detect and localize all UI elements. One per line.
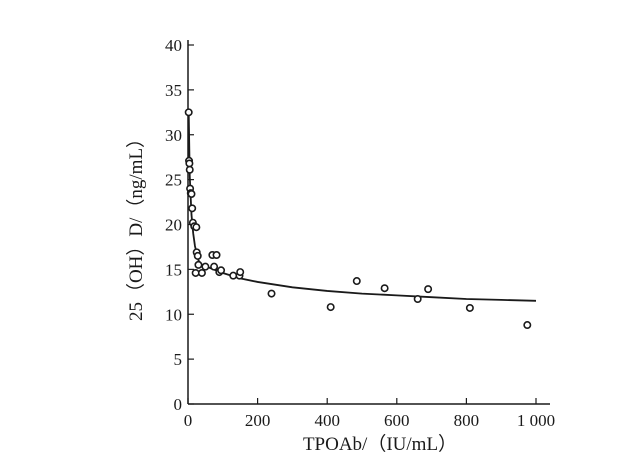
data-point (413, 294, 422, 303)
data-point (380, 284, 389, 293)
y-tick-label: 15 (165, 260, 182, 279)
y-tick-label: 30 (165, 126, 182, 145)
data-point (187, 189, 196, 198)
x-tick-label: 0 (184, 411, 193, 430)
data-point (217, 266, 226, 275)
data-point (188, 204, 197, 213)
axes (187, 40, 550, 405)
data-point (197, 268, 206, 277)
data-point (194, 260, 203, 269)
data-point (326, 303, 335, 312)
x-tick-label: 600 (384, 411, 410, 430)
y-tick-label: 5 (174, 350, 183, 369)
y-ticks: 0 5 10 15 20 25 30 35 40 (165, 36, 194, 414)
x-axis-title: TPOAb/（IU/mL） (303, 433, 457, 455)
y-tick-label: 20 (165, 216, 182, 235)
y-tick-label: 10 (165, 305, 182, 324)
data-point (191, 268, 200, 277)
data-point (229, 271, 238, 280)
data-point (210, 262, 219, 271)
y-tick-label: 25 (165, 171, 182, 190)
y-tick-label: 35 (165, 81, 182, 100)
x-tick-label: 200 (245, 411, 271, 430)
x-tick-label: 400 (314, 411, 340, 430)
data-point (201, 262, 210, 271)
data-point (236, 268, 245, 277)
data-point (185, 165, 194, 174)
y-tick-label: 40 (165, 36, 182, 55)
data-point (523, 321, 532, 330)
data-point (212, 251, 221, 260)
x-tick-label: 800 (454, 411, 480, 430)
data-point (267, 289, 276, 298)
data-point (193, 251, 202, 260)
x-tick-label: 1 000 (517, 411, 555, 430)
data-point (424, 285, 433, 294)
data-point (352, 277, 361, 286)
data-point (184, 108, 193, 117)
y-tick-label: 0 (174, 395, 183, 414)
x-ticks: 0 200 400 600 800 1 000 (184, 398, 555, 430)
data-point (465, 303, 474, 312)
data-point (192, 223, 201, 232)
y-axis-title: 25（OH）D/（ng/mL） (125, 129, 147, 321)
data-point (185, 159, 194, 168)
data-points (184, 108, 532, 330)
